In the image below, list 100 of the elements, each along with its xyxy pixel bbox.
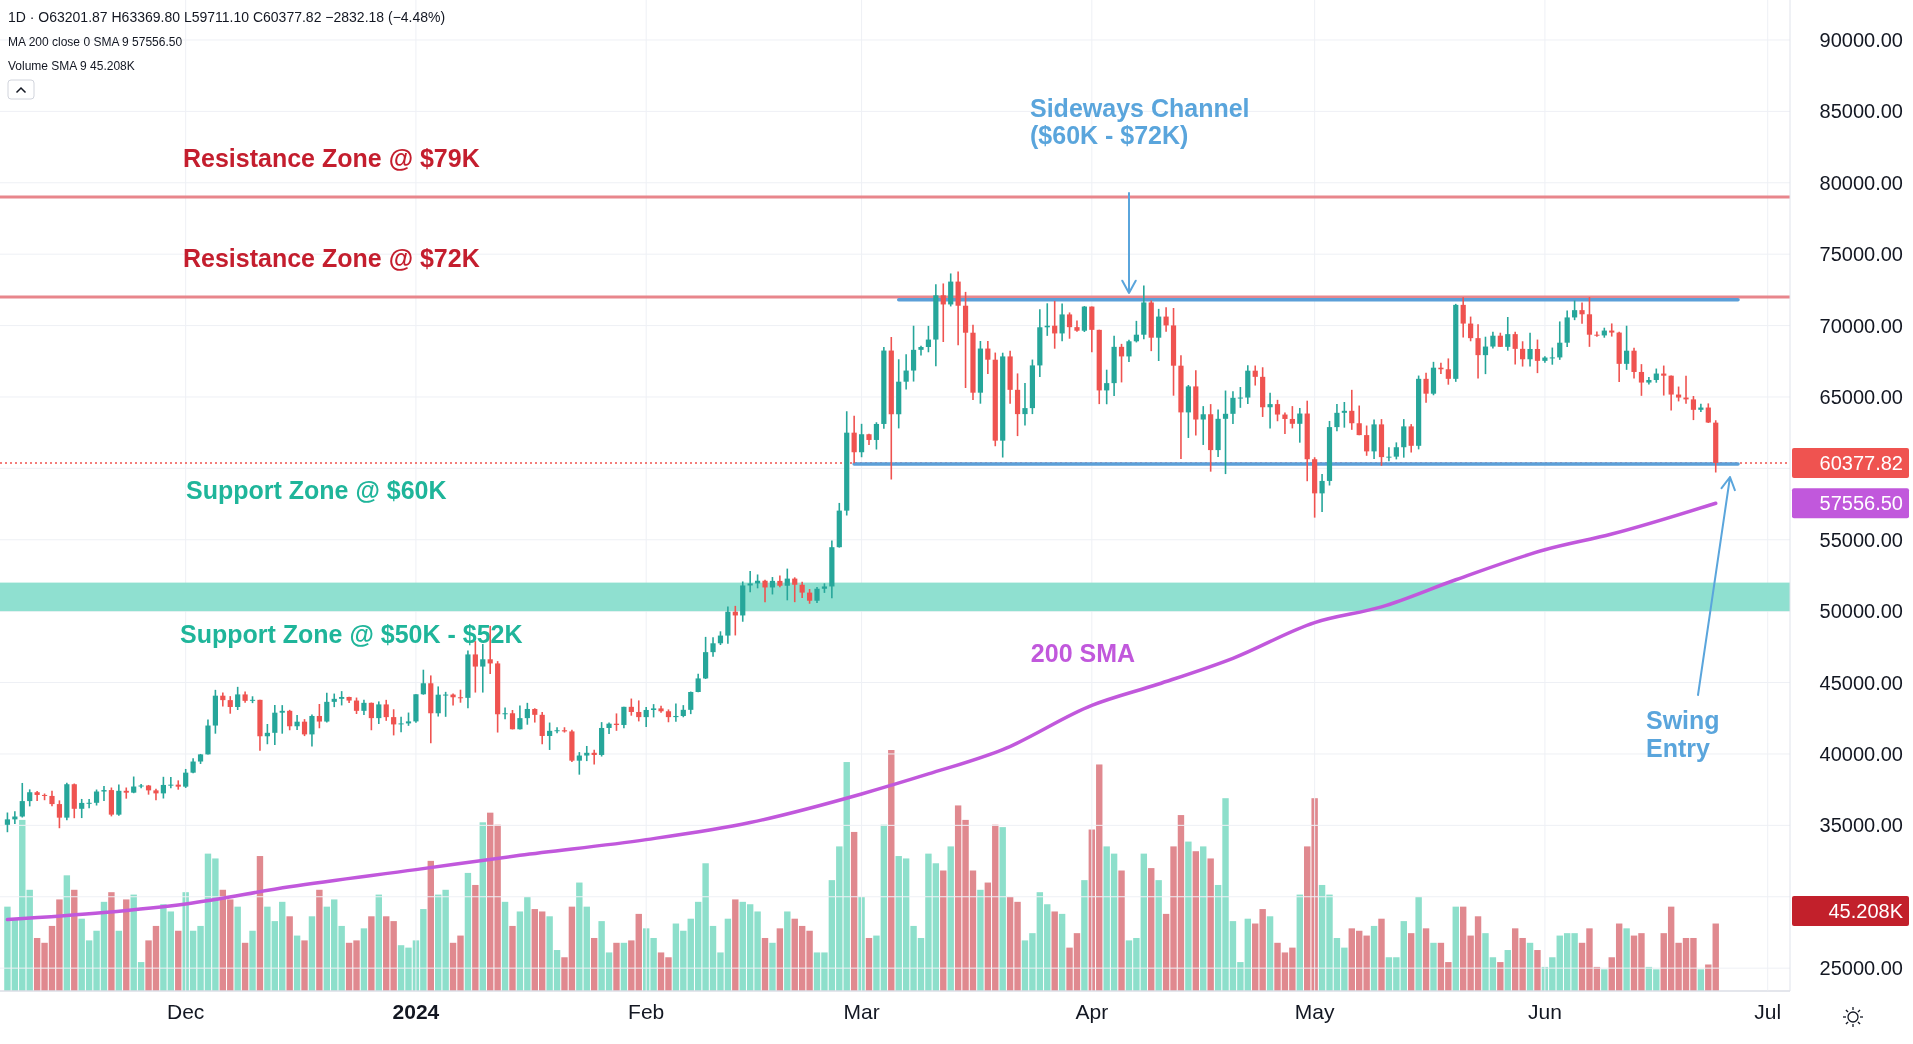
candlestick <box>584 745 590 762</box>
candlestick <box>1349 389 1355 431</box>
bar <box>1378 918 1385 991</box>
candlestick <box>1289 405 1295 430</box>
candlestick <box>56 799 63 830</box>
candlestick <box>1475 323 1481 380</box>
bar <box>1623 928 1630 991</box>
y-tick-label: 25000.00 <box>1819 957 1903 980</box>
candlestick <box>1252 364 1258 387</box>
x-tick-label: 2024 <box>392 1000 440 1023</box>
candlestick <box>324 692 330 724</box>
bar <box>308 916 316 991</box>
bar <box>286 916 293 991</box>
candlestick <box>183 768 189 789</box>
y-tick-label: 55000.00 <box>1819 528 1903 551</box>
bar <box>241 942 249 991</box>
annotation: Support Zone @ $60K <box>186 476 447 504</box>
candlestick <box>1534 338 1541 374</box>
bar <box>858 897 865 991</box>
candlestick <box>1230 390 1236 425</box>
bar <box>375 894 382 991</box>
candlestick <box>1022 382 1028 427</box>
candlestick <box>591 748 597 766</box>
candlestick <box>710 636 716 658</box>
candlestick <box>123 786 129 800</box>
candlestick <box>1066 311 1073 340</box>
candlestick <box>1237 386 1243 409</box>
candlestick <box>4 811 11 834</box>
candlestick <box>940 282 946 343</box>
bar <box>1526 942 1534 991</box>
candlestick <box>1089 305 1095 354</box>
candlestick <box>272 704 278 746</box>
bar <box>1601 969 1608 991</box>
candlestick <box>1297 407 1303 444</box>
candlestick <box>1512 331 1518 366</box>
candlestick <box>643 706 649 728</box>
candlestick <box>279 704 285 735</box>
candlestick <box>420 668 426 696</box>
bar <box>888 750 895 991</box>
candlestick <box>1408 423 1414 454</box>
bar <box>368 916 375 991</box>
bar <box>1058 913 1066 991</box>
candlestick <box>19 782 25 819</box>
candlestick <box>925 325 932 354</box>
candlestick <box>1401 418 1407 459</box>
candlestick <box>747 570 753 593</box>
bar <box>1534 950 1541 991</box>
candlestick <box>1356 404 1362 437</box>
y-tick-label: 40000.00 <box>1819 742 1903 765</box>
bar <box>1296 894 1303 991</box>
bar <box>843 762 850 991</box>
candlestick <box>1460 296 1466 339</box>
candlestick <box>1668 374 1674 412</box>
candlestick <box>398 716 404 734</box>
candlestick <box>910 324 917 383</box>
bar <box>1192 851 1200 991</box>
candlestick <box>1579 301 1585 325</box>
y-tick-label: 80000.00 <box>1819 171 1903 194</box>
bar <box>1712 923 1719 991</box>
bar <box>1370 925 1378 991</box>
y-tick-label: 75000.00 <box>1819 243 1903 266</box>
bar <box>590 937 598 991</box>
bar <box>977 889 984 991</box>
y-tick-label: 65000.00 <box>1819 385 1903 408</box>
bar <box>1081 880 1088 991</box>
bar <box>1430 942 1437 991</box>
candlestick <box>858 423 865 459</box>
candlestick <box>294 714 300 731</box>
candlestick <box>1156 308 1162 362</box>
candlestick <box>435 685 441 718</box>
annotation: Sideways Channel ($60K - $72K) <box>1030 94 1250 149</box>
bar <box>761 937 769 991</box>
candlestick <box>1386 446 1392 463</box>
bar <box>1408 933 1415 991</box>
candlestick <box>1690 395 1697 421</box>
candlestick <box>1631 346 1637 380</box>
candlestick <box>784 567 790 602</box>
bar <box>850 831 858 991</box>
bar <box>1207 858 1214 991</box>
candlestick <box>160 776 166 800</box>
bar <box>769 942 776 991</box>
candlestick <box>235 686 241 711</box>
candlestick <box>539 711 545 746</box>
candlestick <box>1059 302 1065 343</box>
candlestick <box>443 691 449 718</box>
bar <box>784 911 791 991</box>
candlestick <box>1586 296 1593 348</box>
y-tick-label: 70000.00 <box>1819 314 1903 337</box>
candlestick <box>576 751 582 776</box>
bar <box>360 928 368 991</box>
y-tick-label: 45000.00 <box>1819 671 1903 694</box>
candlestick <box>1505 316 1511 352</box>
bar <box>1051 911 1058 991</box>
x-tick-label: Apr <box>1075 1000 1109 1023</box>
bar <box>234 906 241 991</box>
annotation: Swing Entry <box>1646 706 1720 762</box>
x-tick-label: Mar <box>843 1000 880 1023</box>
bar <box>1118 870 1125 991</box>
bar <box>509 925 516 991</box>
candlestick <box>792 576 798 603</box>
